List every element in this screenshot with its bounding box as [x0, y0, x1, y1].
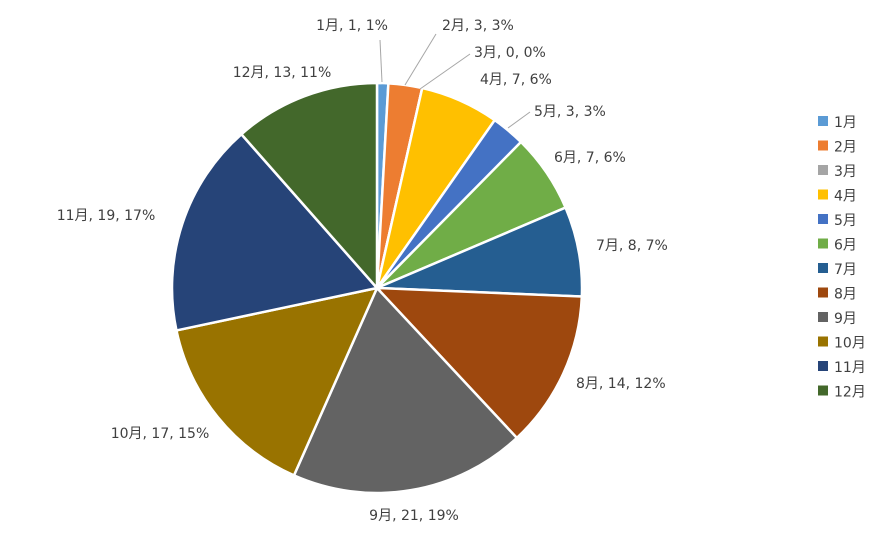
data-label-3: 3月, 0, 0% [474, 45, 546, 61]
data-label-4: 4月, 7, 6% [480, 72, 552, 88]
leader-line-3 [419, 53, 471, 90]
pie-slice-12 [239, 81, 379, 292]
legend-label-12: 12月 [834, 385, 866, 401]
legend-label-2: 2月 [834, 140, 857, 156]
legend-swatch-3 [818, 165, 828, 175]
legend-swatch-8 [818, 287, 828, 298]
data-label-7: 7月, 8, 7% [596, 238, 668, 254]
data-label-5: 5月, 3, 3% [534, 104, 606, 120]
legend-swatch-6 [818, 238, 828, 249]
legend-label-10: 10月 [834, 336, 866, 352]
legend: 1月 2月 3月 4月 5月 6月 7月 8月 9月 10月 11月 12月 [818, 115, 866, 401]
legend-swatch-4 [818, 189, 828, 200]
data-label-6: 6月, 7, 6% [554, 150, 626, 166]
legend-label-6: 6月 [834, 238, 857, 254]
legend-swatch-7 [818, 263, 828, 273]
data-label-9: 9月, 21, 19% [369, 508, 459, 524]
leader-line-5 [507, 111, 531, 129]
data-label-2: 2月, 3, 3% [442, 18, 514, 34]
legend-label-11: 11月 [834, 360, 866, 376]
leader-line-1 [379, 39, 383, 83]
legend-swatch-2 [818, 140, 828, 151]
data-label-10: 10月, 17, 15% [111, 426, 210, 442]
data-labels: 1月, 1, 1% 2月, 3, 3% 3月, 0, 0% 4月, 7, 6% 5月, … [57, 18, 668, 524]
legend-swatch-12 [818, 385, 828, 396]
legend-swatch-11 [818, 361, 828, 371]
legend-swatch-10 [818, 336, 828, 347]
legend-label-7: 7月 [834, 262, 857, 278]
pie-slice-8 [374, 286, 584, 440]
legend-label-3: 3月 [834, 164, 857, 180]
legend-label-4: 4月 [834, 189, 857, 205]
legend-swatch-5 [818, 214, 828, 224]
data-label-8: 8月, 14, 12% [576, 376, 666, 392]
data-label-1: 1月, 1, 1% [316, 18, 388, 34]
legend-swatch-9 [818, 312, 828, 322]
legend-swatch-1 [818, 116, 828, 126]
legend-label-8: 8月 [834, 287, 857, 303]
pie-slice-9 [292, 285, 519, 495]
legend-label-9: 9月 [834, 311, 857, 327]
leader-line-2 [404, 33, 437, 86]
pie-slice-10 [174, 286, 380, 478]
data-label-12: 12月, 13, 11% [233, 65, 332, 81]
pie-slice-11 [170, 132, 380, 332]
legend-label-1: 1月 [834, 115, 857, 131]
data-label-11: 11月, 19, 17% [57, 208, 156, 224]
leader-lines [379, 33, 531, 129]
pie-slices [170, 81, 584, 495]
legend-label-5: 5月 [834, 213, 857, 229]
